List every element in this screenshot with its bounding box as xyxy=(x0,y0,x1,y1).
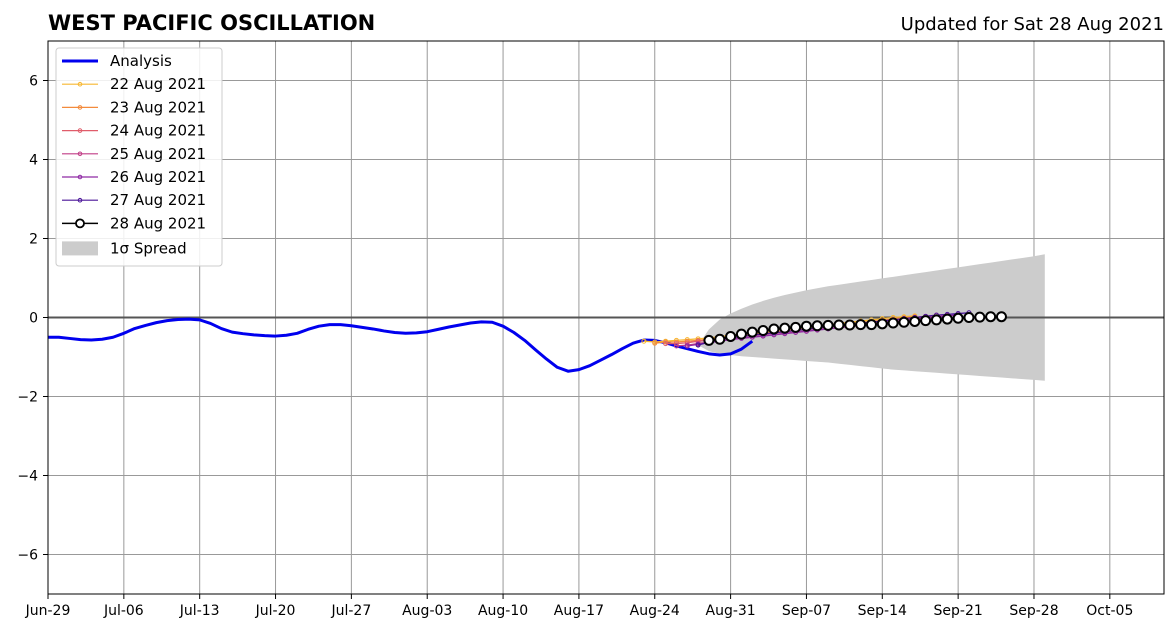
y-tick-label: 4 xyxy=(29,153,38,169)
legend-label: 22 Aug 2021 xyxy=(110,75,206,93)
chart-title: WEST PACIFIC OSCILLATION xyxy=(48,11,375,35)
legend-marker xyxy=(77,81,83,87)
legend-label: 27 Aug 2021 xyxy=(110,191,206,209)
x-tick-label: Jul-20 xyxy=(255,603,296,619)
legend-marker xyxy=(77,151,83,157)
legend-marker xyxy=(77,174,83,180)
forecast-point xyxy=(673,343,679,349)
forecast-point xyxy=(714,333,726,345)
forecast-point xyxy=(725,330,737,342)
forecast-point xyxy=(920,315,932,327)
forecast-series xyxy=(703,311,1007,346)
forecast-point xyxy=(995,311,1007,323)
forecast-point xyxy=(822,319,834,331)
forecast-point xyxy=(865,319,877,331)
x-tick-label: Aug-17 xyxy=(554,603,604,619)
x-tick-label: Jul-13 xyxy=(179,603,220,619)
forecast-point xyxy=(800,320,812,332)
forecast-point xyxy=(985,311,997,323)
legend: Analysis 22 Aug 2021 23 Aug 2021 24 Aug 202… xyxy=(55,47,223,267)
x-tick-label: Sep-07 xyxy=(782,603,831,619)
x-tick-label: Sep-28 xyxy=(1009,603,1058,619)
legend-marker xyxy=(77,128,83,133)
legend-label: 28 Aug 2021 xyxy=(110,214,206,232)
forecast-point xyxy=(887,317,899,329)
x-tick-label: Aug-31 xyxy=(706,603,756,619)
legend-label: Analysis xyxy=(110,52,172,70)
forecast-point xyxy=(811,320,823,332)
plot-area: Jun-29 Jul-06 Jul-13 Jul-20 Jul-27 Aug-03 Aug-… xyxy=(17,40,1165,619)
forecast-point xyxy=(790,321,802,333)
forecast-point xyxy=(735,328,747,340)
x-tick-label: Sep-14 xyxy=(858,603,907,619)
forecast-point xyxy=(779,322,791,334)
legend-label: 25 Aug 2021 xyxy=(110,145,206,163)
forecast-point xyxy=(833,319,845,331)
y-tick-label: 0 xyxy=(29,311,38,327)
legend-label: 26 Aug 2021 xyxy=(110,168,206,186)
forecast-point xyxy=(855,319,867,331)
y-tick-label: −6 xyxy=(17,548,38,564)
x-tick-label: Sep-21 xyxy=(934,603,983,619)
x-tick-label: Jul-27 xyxy=(330,603,371,619)
y-tick-label: 6 xyxy=(29,74,38,90)
x-tick-label: Aug-24 xyxy=(630,603,680,619)
forecast-point xyxy=(746,326,758,338)
forecast-point xyxy=(695,342,701,348)
legend-label: 23 Aug 2021 xyxy=(110,98,206,116)
x-tick-label: Aug-10 xyxy=(478,603,528,619)
forecast-point xyxy=(930,314,942,326)
y-tick-label: −4 xyxy=(17,469,38,485)
forecast-point xyxy=(844,319,856,331)
forecast-point xyxy=(684,343,690,349)
analysis-line xyxy=(48,317,754,373)
legend-marker xyxy=(77,197,83,203)
forecast-point xyxy=(641,338,647,344)
x-tick-label: Jun-29 xyxy=(25,603,71,619)
chart-subtitle: Updated for Sat 28 Aug 2021 xyxy=(901,14,1164,35)
x-tick-label: Jul-06 xyxy=(103,603,144,619)
x-tick-label: Aug-03 xyxy=(402,603,452,619)
y-tick-label: 2 xyxy=(29,232,38,248)
forecast-point xyxy=(757,325,769,337)
forecast-point xyxy=(652,340,658,346)
legend-marker xyxy=(75,218,85,229)
legend-swatch-spread xyxy=(62,241,98,256)
forecast-point xyxy=(898,316,910,328)
forecast-point xyxy=(876,318,888,330)
forecast-point xyxy=(974,311,986,323)
forecast-point xyxy=(952,312,964,324)
legend-marker xyxy=(77,105,83,110)
x-tick-label: Oct-05 xyxy=(1086,603,1133,619)
forecast-point xyxy=(768,323,780,335)
legend-box xyxy=(55,47,223,267)
forecast-point xyxy=(909,315,921,327)
legend-label: 1σ Spread xyxy=(110,239,187,257)
forecast-point xyxy=(963,312,975,323)
forecast-point xyxy=(703,334,715,346)
y-tick-label: −2 xyxy=(17,390,38,406)
forecast-point xyxy=(941,313,953,325)
forecast-point xyxy=(663,341,669,347)
legend-label: 24 Aug 2021 xyxy=(110,122,206,140)
